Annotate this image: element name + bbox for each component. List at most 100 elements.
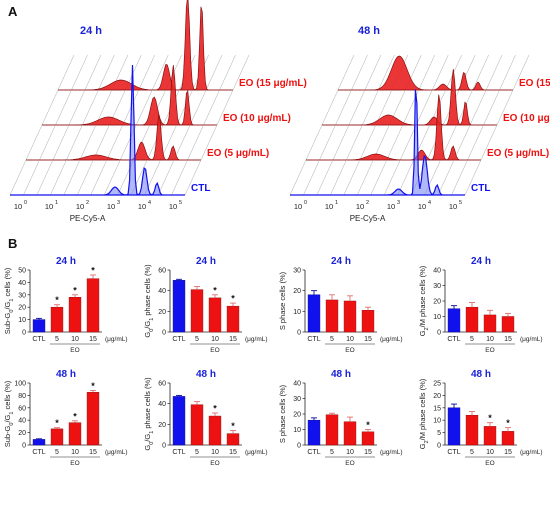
y-axis-label: S phase cells (%) xyxy=(278,384,287,443)
grid-line xyxy=(173,124,191,161)
grid-line xyxy=(52,124,70,161)
y-axis-label: G2/M phase cells (%) xyxy=(418,378,430,449)
grid-line xyxy=(483,89,500,126)
y-axis-label: S phase cells (%) xyxy=(278,271,287,330)
x-tick-label: 10 xyxy=(138,202,146,211)
trace-label: EO (15 μg/mL) xyxy=(519,78,550,89)
x-tick-label: 10 xyxy=(45,202,53,211)
x-tick-label: 10 xyxy=(76,202,84,211)
x-tick-label: 15 xyxy=(364,449,372,456)
y-tick-label: 60 xyxy=(158,381,166,388)
y-tick-label: 0 xyxy=(297,330,301,337)
x-tick-label: CTL xyxy=(447,336,460,343)
grid-line xyxy=(95,89,113,126)
significance-star: * xyxy=(213,285,217,295)
x-tick-label: 10 xyxy=(387,202,395,211)
group-label: EO xyxy=(485,460,494,467)
y-tick-label: 0 xyxy=(22,443,26,450)
x-tick-label: 15 xyxy=(504,449,512,456)
unit-label: (μg/mL) xyxy=(105,336,128,343)
grid-line xyxy=(176,89,193,126)
x-tick-label: 10 xyxy=(107,202,115,211)
flow-time-label: 48 h xyxy=(358,25,380,37)
grid-line xyxy=(305,124,323,161)
grid-line xyxy=(93,124,110,161)
bar xyxy=(208,297,222,333)
x-tick-exponent: 2 xyxy=(366,200,369,206)
unit-label: (μg/mL) xyxy=(245,449,268,456)
x-tick-label: 10 xyxy=(325,202,333,211)
significance-star: * xyxy=(55,295,59,305)
histogram-trace xyxy=(290,89,465,196)
x-tick-label: 10 xyxy=(486,336,494,343)
grid-line xyxy=(200,124,218,161)
panel-b-label: B xyxy=(8,236,17,251)
y-tick-label: 0 xyxy=(22,330,26,337)
grid-line xyxy=(467,124,484,161)
grid-line xyxy=(316,159,334,196)
bar-chart-24h-1: 24 h Sub-G0/G1 cells (%) 0 10 20 30 40 50 CTL * 5 *… xyxy=(3,256,128,354)
y-tick-label: 20 xyxy=(293,412,301,419)
bar xyxy=(190,404,204,446)
x-axis-label: PE-Cy5-A xyxy=(70,214,106,223)
grid-line xyxy=(370,159,387,196)
chart-title: 24 h xyxy=(196,256,216,267)
x-tick-label: 5 xyxy=(470,449,474,456)
y-tick-label: 10 xyxy=(433,314,441,321)
y-tick-label: 60 xyxy=(18,405,26,412)
x-tick-label: CTL xyxy=(172,449,185,456)
grid-line xyxy=(496,89,514,126)
grid-line xyxy=(319,124,336,161)
y-tick-label: 20 xyxy=(18,305,26,312)
bar xyxy=(447,407,461,446)
chart-title: 24 h xyxy=(56,256,76,267)
y-tick-label: 10 xyxy=(293,309,301,316)
y-tick-label: 15 xyxy=(433,405,441,412)
grid-line xyxy=(337,54,355,91)
chart-title: 24 h xyxy=(471,256,491,267)
significance-star: * xyxy=(91,265,95,275)
y-tick-label: 40 xyxy=(158,401,166,408)
bar xyxy=(307,294,321,333)
grid-line xyxy=(71,54,88,91)
grid-line xyxy=(499,54,516,91)
y-tick-label: 20 xyxy=(158,309,166,316)
trace-label: EO (15 μg/mL) xyxy=(239,78,307,89)
significance-star: * xyxy=(506,418,510,428)
y-tick-label: 40 xyxy=(18,280,26,287)
x-tick-exponent: 0 xyxy=(304,200,307,206)
x-tick-label: CTL xyxy=(307,449,320,456)
bar xyxy=(50,306,64,333)
significance-star: * xyxy=(231,294,235,304)
chart-title: 48 h xyxy=(56,369,76,380)
y-tick-label: 20 xyxy=(18,430,26,437)
grid-line xyxy=(98,54,115,91)
flow-histogram-48h: 48 h EO (15 μg/mL) EO (10 μg/mL) EO (5 μg/m… xyxy=(289,25,550,223)
bar xyxy=(307,419,321,446)
bar xyxy=(172,396,186,446)
y-tick-label: 60 xyxy=(158,268,166,275)
significance-star: * xyxy=(73,411,77,421)
x-tick-label: 10 xyxy=(71,336,79,343)
bar-chart-48h-3: 48 h S phase cells (%) 0 10 20 30 40 CTL 5 10 * 15 E… xyxy=(278,369,403,467)
grid-line xyxy=(57,54,75,91)
y-tick-label: 40 xyxy=(293,381,301,388)
x-tick-label: 10 xyxy=(356,202,364,211)
y-tick-label: 80 xyxy=(18,393,26,400)
x-tick-exponent: 3 xyxy=(397,200,400,206)
x-tick-label: 15 xyxy=(89,336,97,343)
y-tick-label: 10 xyxy=(433,418,441,425)
unit-label: (μg/mL) xyxy=(245,336,268,343)
x-tick-label: CTL xyxy=(172,336,185,343)
x-tick-label: 15 xyxy=(364,336,372,343)
grid-line xyxy=(232,54,250,91)
grid-line xyxy=(79,124,97,161)
x-tick-exponent: 4 xyxy=(428,200,431,206)
bar xyxy=(190,289,204,333)
bar xyxy=(361,310,375,333)
histogram-trace xyxy=(26,114,201,161)
grid-line xyxy=(418,54,435,91)
y-tick-label: 10 xyxy=(293,427,301,434)
x-tick-label: 10 xyxy=(346,449,354,456)
y-axis-label: G2/M phase cells (%) xyxy=(418,265,430,336)
